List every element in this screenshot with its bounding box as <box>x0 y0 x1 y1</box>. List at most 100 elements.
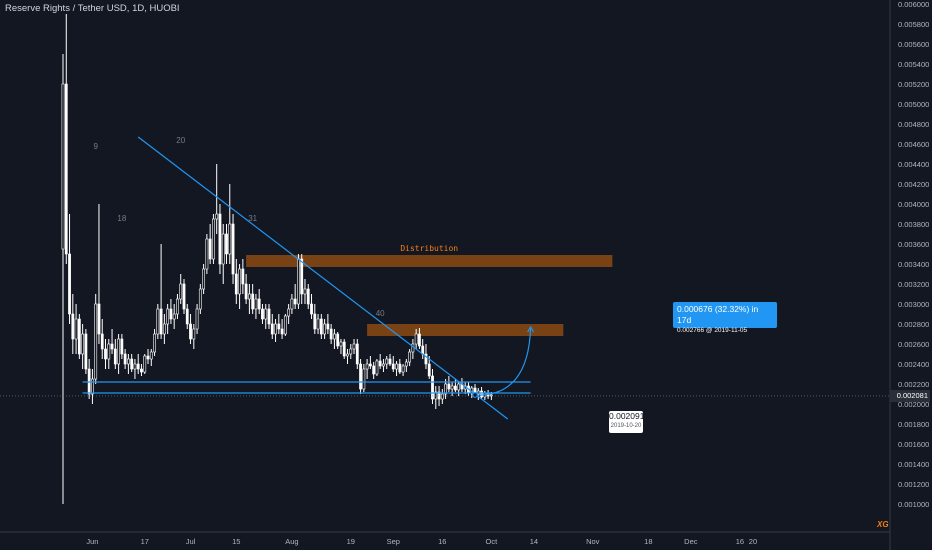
candle-body <box>270 323 274 335</box>
candle-body <box>68 253 71 315</box>
candle <box>421 339 425 359</box>
candle <box>140 364 143 376</box>
candle <box>61 54 65 504</box>
candle <box>264 304 268 329</box>
candle <box>365 359 369 379</box>
candle-body <box>84 333 88 370</box>
candle-body <box>431 375 434 400</box>
current-price-tag: 0.002081 <box>890 389 930 402</box>
candle-body <box>189 323 192 340</box>
y-tick-label: 0.003800 <box>898 220 929 229</box>
wave-count-label: 18 <box>117 214 126 223</box>
candle <box>418 328 421 349</box>
candle <box>372 362 376 379</box>
candle-body <box>136 363 140 370</box>
x-tick-label: 17 <box>141 537 149 546</box>
candle <box>437 386 441 406</box>
y-tick-label: 0.001200 <box>898 480 929 489</box>
candle <box>179 274 183 304</box>
y-tick-label: 0.004000 <box>898 200 929 209</box>
candle <box>303 279 307 304</box>
candle <box>336 332 340 349</box>
candle-body <box>251 293 255 310</box>
candle <box>401 364 405 376</box>
candle <box>414 329 418 349</box>
candle <box>166 304 170 334</box>
candle-body <box>408 351 412 363</box>
candle <box>64 14 68 264</box>
projection-callout: 0.000676 (32.32%) in 17d 0.002766 @ 2019… <box>673 302 777 334</box>
x-tick-label: Oct <box>486 537 499 546</box>
candle <box>453 379 457 392</box>
wave-count-label: 9 <box>93 142 98 151</box>
y-tick-label: 0.003200 <box>898 280 929 289</box>
candle <box>391 356 395 372</box>
candle <box>84 329 88 374</box>
candle-body <box>359 363 362 390</box>
candle-body <box>117 338 120 365</box>
candle-body <box>238 268 241 295</box>
candle <box>447 376 451 392</box>
candle-body <box>300 258 304 295</box>
candle <box>290 294 294 314</box>
candle <box>247 284 251 314</box>
candle-body <box>182 283 186 310</box>
candle <box>182 279 186 314</box>
candle-body <box>94 303 98 380</box>
x-tick-label: Sep <box>387 537 400 546</box>
candle <box>326 314 330 334</box>
candle-body <box>346 353 349 357</box>
zone-label: Distribution <box>400 244 458 253</box>
candle <box>254 294 258 319</box>
candle-body <box>264 308 268 320</box>
candle-body <box>202 268 206 290</box>
candle <box>238 264 241 309</box>
candle <box>450 382 454 396</box>
candle-body <box>64 83 68 255</box>
candle <box>362 364 366 392</box>
candle-body <box>339 341 343 347</box>
candle-body <box>74 318 78 340</box>
candle-body <box>140 368 143 373</box>
candle <box>395 361 398 376</box>
candle-body <box>323 323 327 335</box>
candle <box>185 304 189 329</box>
x-tick-label: 19 <box>347 537 355 546</box>
candle <box>215 164 219 234</box>
candle-body <box>198 288 202 310</box>
candle <box>221 224 225 284</box>
candle-body <box>440 393 444 400</box>
candle-body <box>427 363 431 377</box>
candle-body <box>234 273 238 295</box>
candle-body <box>146 355 150 360</box>
candle <box>342 339 346 359</box>
candle <box>346 349 349 364</box>
candle-body <box>205 238 209 270</box>
x-tick-label: Nov <box>586 537 600 546</box>
candle-body <box>316 318 320 330</box>
candle-body <box>176 298 179 315</box>
candle <box>97 204 101 344</box>
candle-body <box>391 363 395 370</box>
candle-body <box>261 308 264 320</box>
candle <box>202 264 206 294</box>
candle-body <box>172 313 176 320</box>
candle-body <box>306 288 310 305</box>
point-label-value: 0.002091 <box>609 411 645 421</box>
candle <box>411 339 415 359</box>
candle-body <box>143 355 147 373</box>
candle <box>316 314 320 334</box>
candle <box>329 324 333 344</box>
candle <box>159 244 163 339</box>
candle-body <box>352 343 356 350</box>
candle <box>293 284 297 309</box>
candle-body <box>450 385 454 390</box>
y-tick-label: 0.005000 <box>898 100 929 109</box>
candle <box>71 294 75 354</box>
author-logo: XG <box>877 520 889 529</box>
candle-body <box>159 308 163 335</box>
y-tick-label: 0.002600 <box>898 340 929 349</box>
candle <box>205 234 209 274</box>
